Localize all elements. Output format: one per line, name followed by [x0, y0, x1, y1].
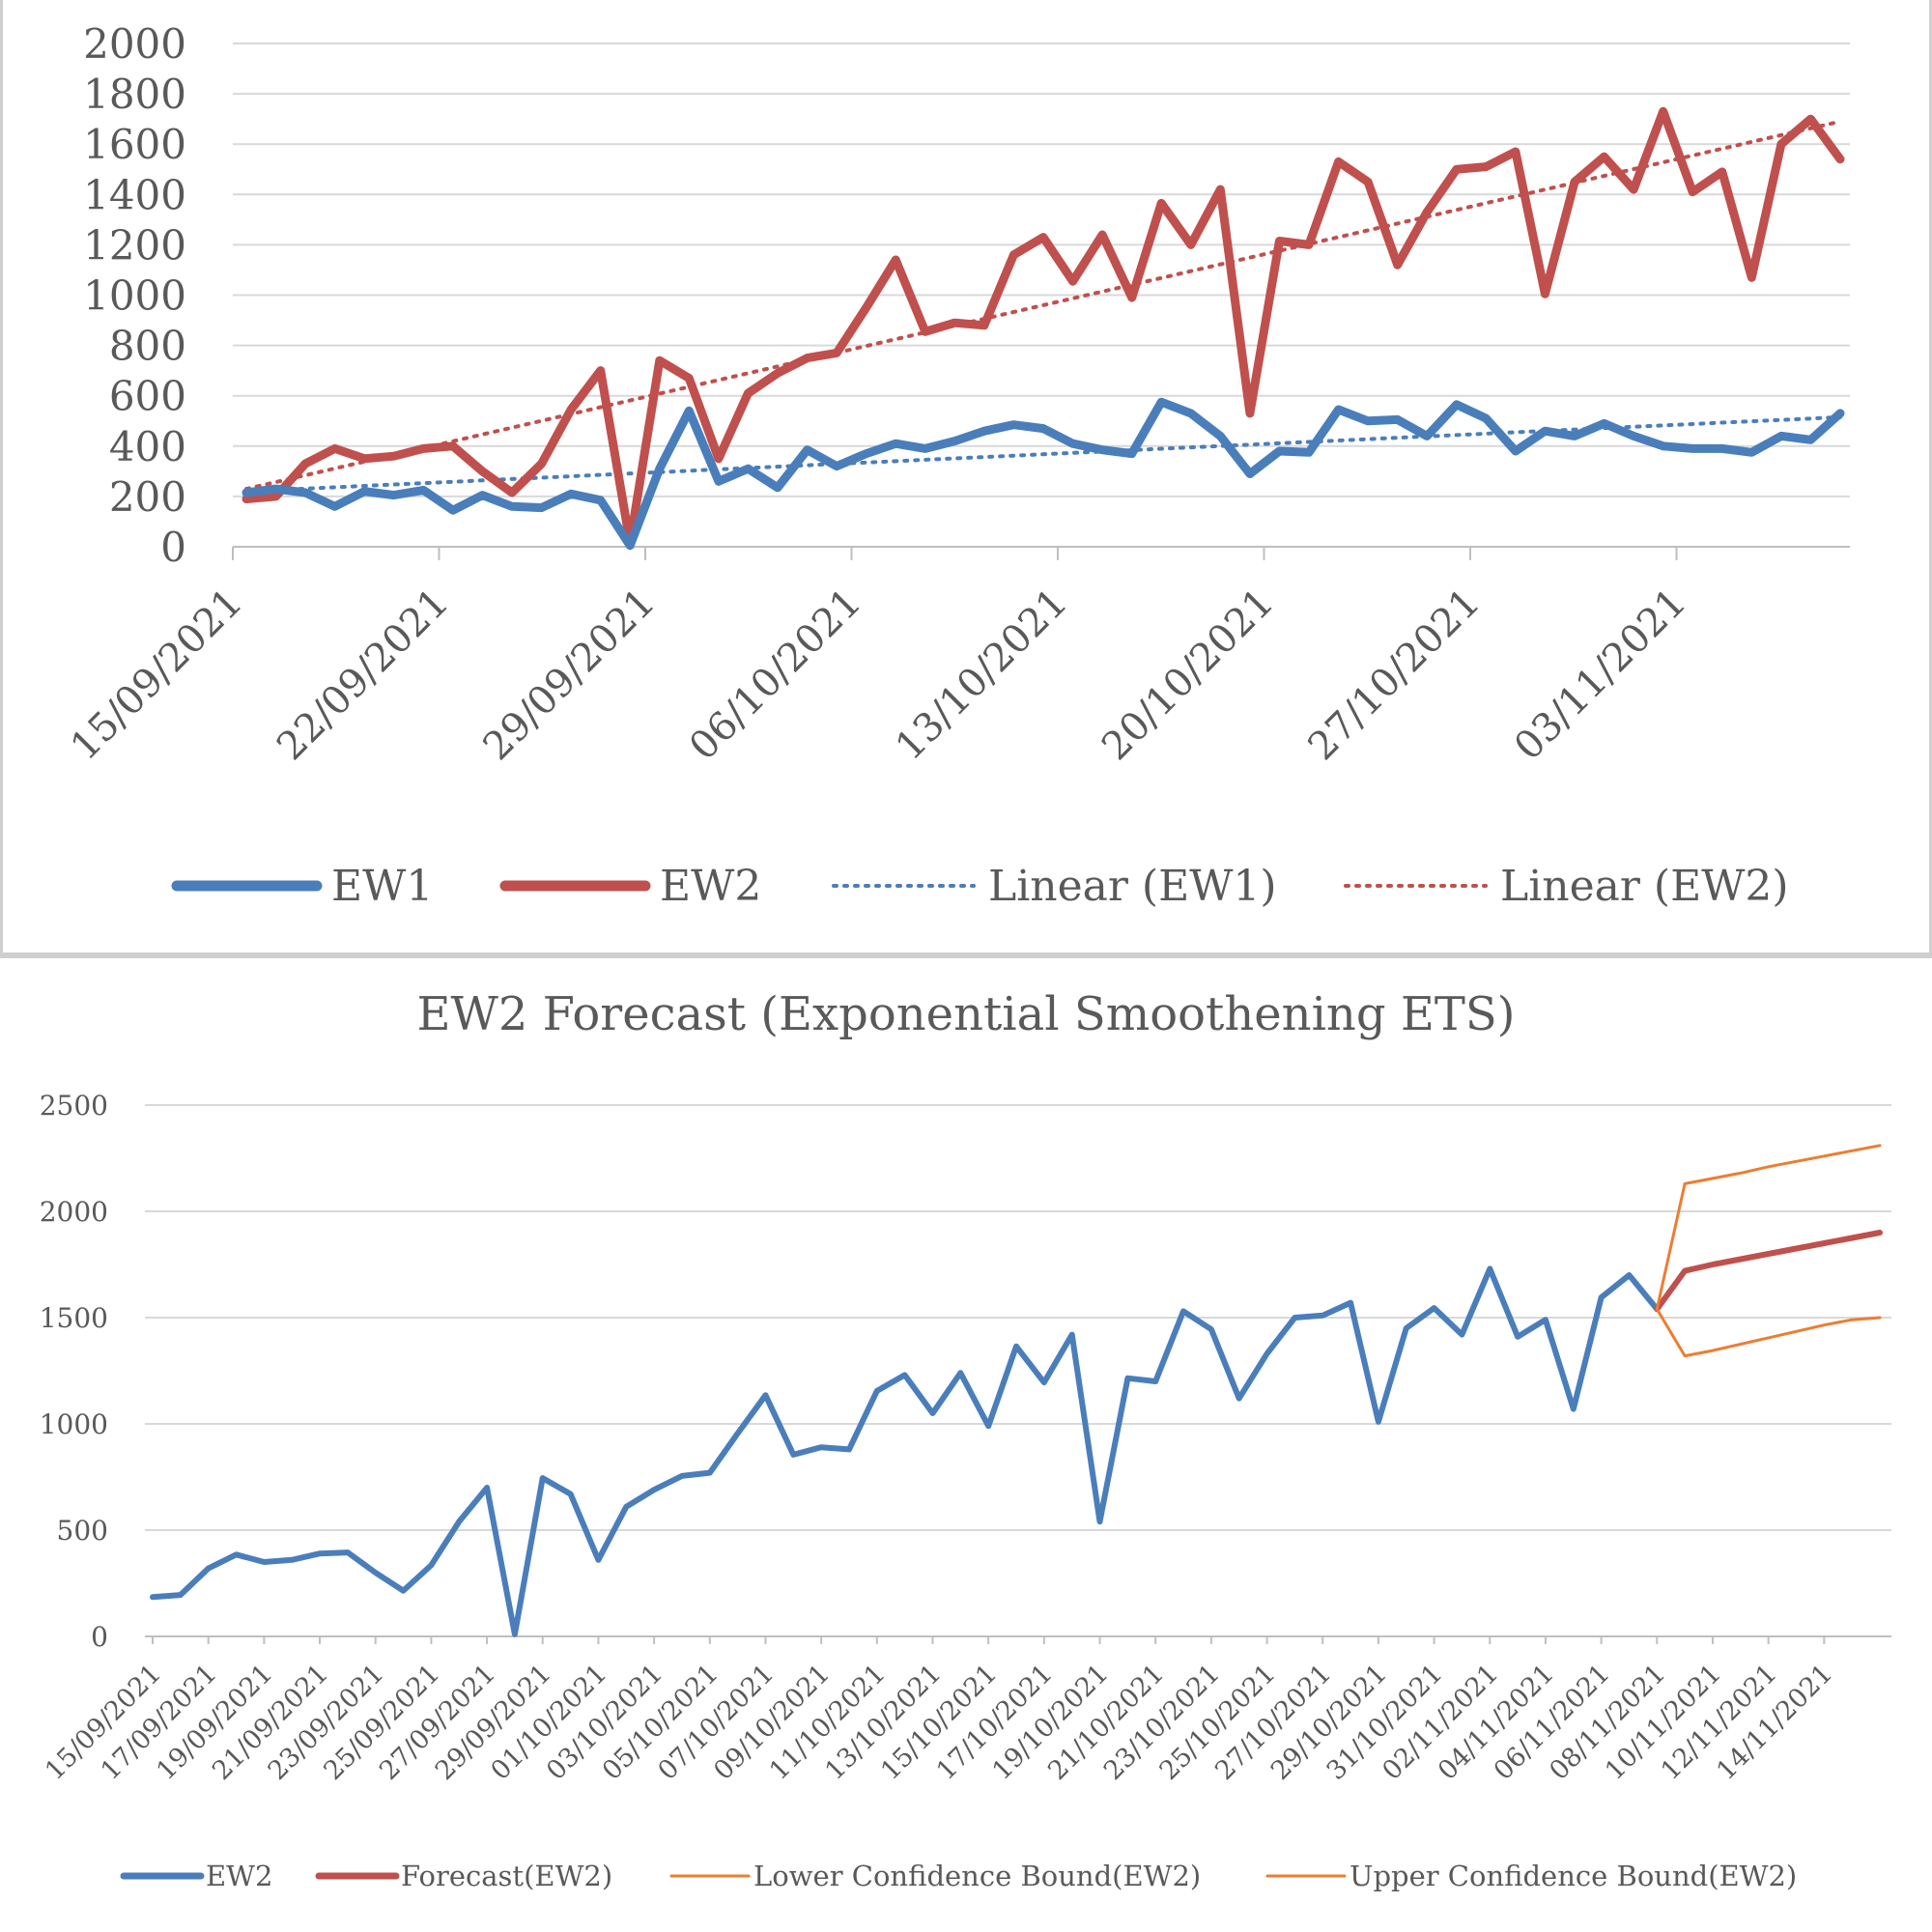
x-tick-label: 27/10/2021 [1300, 581, 1490, 770]
legend-label: Lower Confidence Bound(EW2) [753, 1860, 1201, 1892]
y-tick-label: 0 [160, 524, 186, 571]
y-tick-label: 1800 [83, 71, 186, 118]
legend-label: EW2 [206, 1860, 272, 1892]
chart-panel-top: 0 200 400 600 800 1000 1200 1400 1600 1800 2000 15/… [0, 0, 1932, 958]
x-tick-label: 20/10/2021 [1094, 581, 1283, 770]
trendline-ew2 [244, 119, 1842, 492]
x-tick-label: 13/10/2021 [888, 581, 1077, 770]
y-tick-label: 800 [109, 323, 186, 370]
x-tick-label: 29/09/2021 [475, 581, 665, 770]
y-tick-label: 1000 [40, 1408, 108, 1440]
x-tick-label: 22/09/2021 [269, 581, 458, 770]
y-tick-label: 400 [109, 423, 186, 470]
y-tick-label: 2000 [40, 1196, 108, 1228]
ew2-forecast-chart: EW2 Forecast (Exponential Smoothening ET… [40, 987, 1891, 1892]
y-tick-label: 600 [109, 373, 186, 420]
series-line-ew1 [242, 397, 1845, 551]
y-tick-label: 200 [109, 473, 186, 521]
chart-title: EW2 Forecast (Exponential Smoothening ET… [417, 987, 1516, 1041]
legend-label: Linear (EW1) [988, 862, 1277, 911]
legend-label: EW1 [331, 862, 433, 911]
legend-label: EW2 [660, 862, 761, 911]
y-tick-label: 1400 [83, 171, 186, 218]
series-line-ew2 [242, 106, 1845, 548]
y-tick-label: 1500 [40, 1302, 108, 1334]
chart-panel-bottom: EW2 Forecast (Exponential Smoothening ET… [0, 962, 1932, 1932]
trendline-ew1 [244, 414, 1842, 494]
series-line-upper-confidence-bound-ew2- [1655, 1144, 1882, 1311]
x-tick-label: 15/09/2021 [63, 581, 252, 770]
series-line-forecast-ew2- [1654, 1230, 1883, 1313]
x-tick-label: 03/11/2021 [1506, 581, 1695, 770]
y-tick-label: 500 [57, 1515, 108, 1547]
legend-label: Forecast(EW2) [401, 1860, 612, 1892]
y-tick-label: 1600 [83, 121, 186, 168]
y-tick-label: 2500 [40, 1090, 108, 1122]
y-tick-label: 2000 [83, 20, 186, 68]
legend-label: Linear (EW2) [1500, 862, 1789, 911]
x-tick-label: 06/10/2021 [681, 581, 870, 770]
legend-label: Upper Confidence Bound(EW2) [1350, 1860, 1797, 1892]
y-tick-label: 1000 [83, 272, 186, 320]
series-line-lower-confidence-bound-ew2- [1655, 1307, 1882, 1358]
y-tick-label: 1200 [83, 221, 186, 269]
series-line-ew2 [150, 1265, 1661, 1637]
y-tick-label: 0 [91, 1621, 108, 1653]
